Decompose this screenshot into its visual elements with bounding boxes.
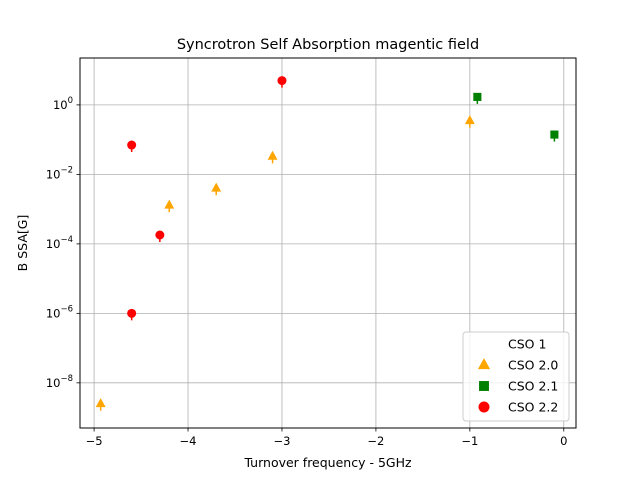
data-markers: [95, 76, 559, 411]
x-tick-label: −2: [367, 434, 384, 448]
y-tick-label: 10−6: [46, 304, 73, 320]
legend-label: CSO 2.1: [508, 379, 558, 394]
legend-label: CSO 2.0: [508, 358, 558, 373]
data-point: [155, 230, 165, 240]
data-point: [164, 199, 175, 209]
legend: CSO 1 CSO 2.0 CSO 2.1 CSO 2.2: [462, 331, 570, 422]
x-tick-label: −4: [180, 434, 197, 448]
legend-marker: [477, 358, 491, 370]
x-axis-label: Turnover frequency - 5GHz: [243, 455, 412, 470]
legend-marker: [478, 401, 490, 413]
legend-label: CSO 2.2: [508, 400, 558, 415]
data-point: [277, 76, 287, 86]
legend-marker: [479, 381, 489, 391]
data-point: [550, 130, 559, 139]
axis-ticks: −5 −4 −3 −2 −1 0 10−8 10−6 10−4 10−2 100: [46, 96, 568, 448]
x-tick-label: 0: [560, 434, 567, 448]
y-tick-label: 100: [53, 96, 73, 112]
legend-label: CSO 1: [508, 337, 546, 352]
y-tick-label: 10−8: [46, 374, 73, 390]
x-tick-label: −5: [86, 434, 103, 448]
chart-title: Syncrotron Self Absorption magentic fiel…: [177, 37, 479, 53]
plot-frame: [79, 57, 577, 429]
data-point: [267, 150, 278, 160]
data-point: [464, 115, 475, 125]
data-point: [127, 308, 137, 318]
data-point: [95, 398, 106, 408]
y-axis-label: B SSA[G]: [15, 215, 30, 272]
y-tick-label: 10−4: [46, 235, 73, 251]
data-point: [211, 182, 222, 192]
x-tick-label: −3: [273, 434, 290, 448]
y-tick-label: 10−2: [46, 165, 73, 181]
data-point: [127, 140, 137, 150]
grid: [80, 58, 576, 428]
x-tick-label: −1: [461, 434, 478, 448]
data-point: [473, 92, 482, 101]
legend-box: [462, 331, 570, 422]
